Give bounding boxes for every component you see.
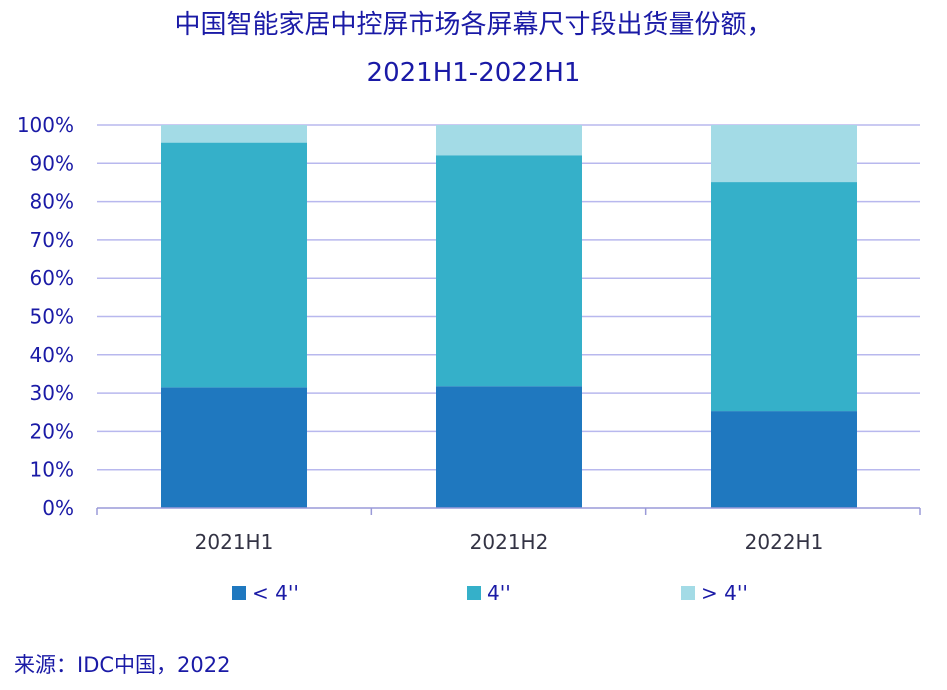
legend-label: 4'' bbox=[487, 581, 511, 605]
legend-swatch bbox=[681, 586, 695, 600]
bar-segment bbox=[161, 142, 307, 388]
bar-segment bbox=[436, 386, 582, 508]
bar-segment bbox=[436, 125, 582, 156]
chart-title: 中国智能家居中控屏市场各屏幕尺寸段出货量份额， bbox=[174, 10, 773, 40]
y-tick-label: 10% bbox=[30, 458, 74, 482]
x-tick-label: 2022H1 bbox=[745, 530, 824, 554]
y-tick-label: 40% bbox=[30, 343, 74, 367]
y-tick-label: 70% bbox=[30, 228, 74, 252]
chart-subtitle: 2021H1-2022H1 bbox=[366, 58, 581, 88]
stacked-bar-chart: 0% 10% 20% 30% 40% 50% 60% 70% 80% 90% 100% 2021H1… bbox=[17, 113, 921, 605]
y-tick-label: 60% bbox=[30, 266, 74, 290]
bar-segment bbox=[161, 387, 307, 508]
bar-segment bbox=[711, 182, 857, 412]
source-note: 来源：IDC中国，2022 bbox=[14, 653, 231, 677]
y-axis-ticks: 0% 10% 20% 30% 40% 50% 60% 70% 80% 90% 100% bbox=[17, 113, 74, 520]
x-axis-labels: 2021H1 2021H2 2022H1 bbox=[195, 530, 824, 554]
y-tick-label: 0% bbox=[42, 496, 74, 520]
y-tick-label: 20% bbox=[30, 419, 74, 443]
legend-label: < 4'' bbox=[252, 581, 299, 605]
legend: < 4'' 4'' > 4'' bbox=[232, 581, 748, 605]
y-tick-label: 90% bbox=[30, 151, 74, 175]
x-tick-label: 2021H1 bbox=[195, 530, 274, 554]
y-tick-label: 30% bbox=[30, 381, 74, 405]
bar-segment bbox=[436, 155, 582, 387]
legend-swatch bbox=[232, 586, 246, 600]
bar-segment bbox=[711, 411, 857, 508]
x-axis bbox=[96, 507, 921, 515]
legend-label: > 4'' bbox=[701, 581, 748, 605]
y-tick-label: 50% bbox=[30, 305, 74, 329]
legend-swatch bbox=[467, 586, 481, 600]
bar-segment bbox=[161, 125, 307, 143]
bars bbox=[161, 125, 857, 508]
x-tick-label: 2021H2 bbox=[470, 530, 549, 554]
y-tick-label: 80% bbox=[30, 190, 74, 214]
bar-segment bbox=[711, 125, 857, 183]
y-tick-label: 100% bbox=[17, 113, 74, 137]
